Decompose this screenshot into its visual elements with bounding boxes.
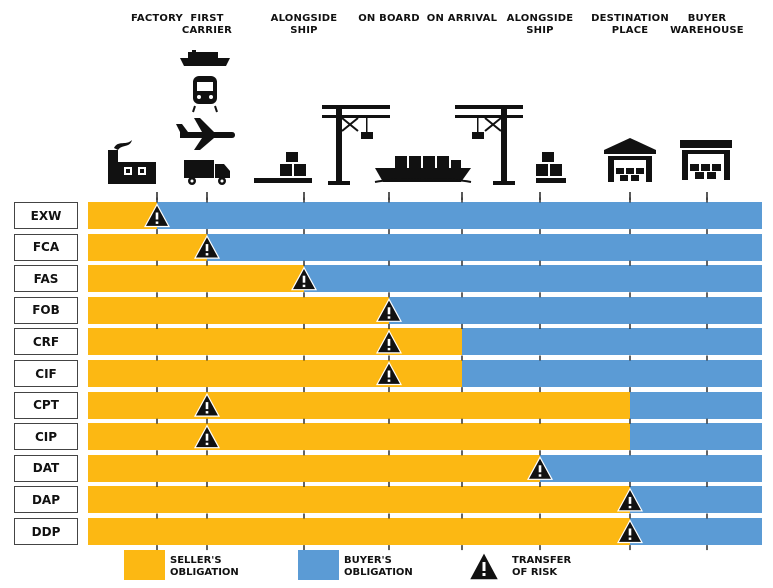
stage-label-first-carrier: FIRST CARRIER [181, 13, 233, 36]
ship-icon [180, 50, 230, 66]
legend-seller-swatch [124, 550, 165, 580]
warehouse-icon [680, 140, 732, 180]
legend-buyer-swatch [298, 550, 339, 580]
stage-label-on-board: ON BOARD [358, 13, 420, 24]
buyer-obligation-bar-crf [462, 328, 762, 356]
seller-obligation-bar-fca [88, 233, 207, 261]
buyer-obligation-bar-fob [389, 296, 762, 324]
crane-icon [455, 105, 523, 185]
term-label-fca: FCA [14, 233, 78, 261]
truck-icon [184, 160, 230, 185]
term-label-cpt: CPT [14, 391, 78, 419]
warning-triangle-icon [193, 392, 221, 417]
term-label-cip: CIP [14, 423, 78, 451]
term-label-cif: CIF [14, 360, 78, 387]
seller-obligation-bar-fas [88, 265, 304, 293]
pallet-boxes-icon [536, 152, 566, 183]
warning-triangle-icon [375, 361, 403, 386]
airplane-icon [176, 118, 235, 150]
legend-buyer-label: BUYER'S OBLIGATION [344, 555, 413, 578]
seller-obligation-bar-dat [88, 454, 540, 482]
legend-seller-label: SELLER'S OBLIGATION [170, 555, 239, 578]
seller-obligation-bar-fob [88, 296, 389, 324]
buyer-obligation-bar-exw [157, 202, 762, 229]
term-label-crf: CRF [14, 328, 78, 356]
warning-triangle-icon [526, 456, 554, 480]
warning-triangle-icon [193, 234, 221, 259]
term-label-fob: FOB [14, 296, 78, 324]
warning-triangle-icon [467, 550, 501, 581]
warning-triangle-icon [290, 266, 318, 291]
warning-triangle-icon [143, 203, 171, 228]
pallet-boxes-icon [254, 152, 312, 183]
term-label-ddp: DDP [14, 518, 78, 545]
crane-icon [322, 105, 390, 185]
warning-triangle-icon [375, 329, 403, 354]
stage-label-alongside-ship-origin: ALONGSIDE SHIP [270, 13, 338, 36]
factory-icon [108, 140, 156, 184]
term-label-exw: EXW [14, 202, 78, 229]
buyer-obligation-bar-cip [630, 423, 762, 451]
stage-label-alongside-ship-destination: ALONGSIDE SHIP [506, 13, 574, 36]
seller-obligation-bar-ddp [88, 518, 630, 545]
warning-triangle-icon [375, 298, 403, 322]
warning-triangle-icon [616, 519, 644, 544]
term-label-dap: DAP [14, 486, 78, 514]
train-icon [192, 76, 218, 113]
seller-obligation-bar-cpt [88, 391, 630, 419]
buyer-obligation-bar-fas [304, 265, 762, 293]
buyer-obligation-bar-dap [630, 486, 762, 514]
cargo-ship-icon [374, 156, 472, 183]
seller-obligation-bar-dap [88, 486, 630, 514]
warehouse-icon [604, 138, 656, 182]
stage-label-factory: FACTORY [131, 13, 183, 24]
buyer-obligation-bar-fca [207, 233, 762, 261]
term-label-fas: FAS [14, 265, 78, 293]
buyer-obligation-bar-cpt [630, 391, 762, 419]
buyer-obligation-bar-dat [540, 454, 762, 482]
term-label-dat: DAT [14, 454, 78, 482]
warning-triangle-icon [193, 424, 221, 449]
buyer-obligation-bar-ddp [630, 518, 762, 545]
warning-triangle-icon [616, 487, 644, 512]
seller-obligation-bar-cip [88, 423, 630, 451]
buyer-obligation-bar-cif [462, 360, 762, 387]
stage-label-buyer-warehouse: BUYER WAREHOUSE [670, 13, 744, 36]
stage-label-destination-place: DESTINATION PLACE [591, 13, 669, 36]
stage-label-on-arrival: ON ARRIVAL [426, 13, 498, 24]
legend-risk-label: TRANSFER OF RISK [512, 555, 572, 578]
